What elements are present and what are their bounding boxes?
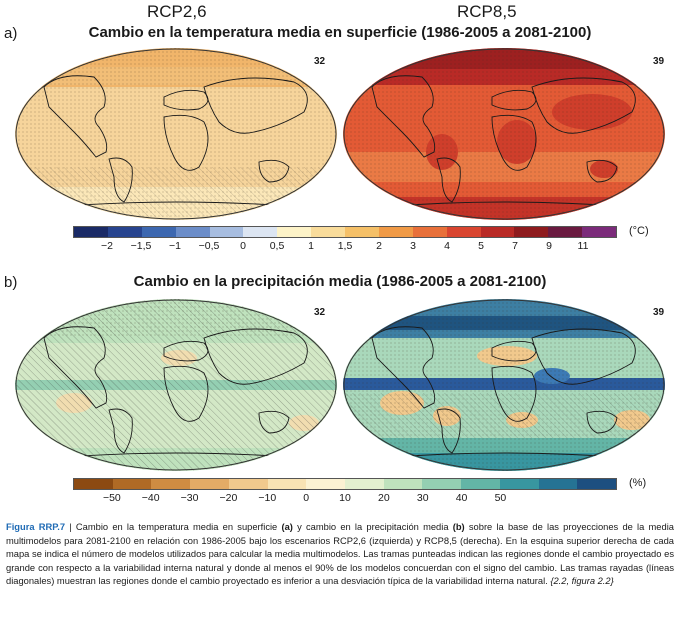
colorbar-tick-label: −10 (258, 492, 277, 504)
caption-text-1: | Cambio en la temperatura media en supe… (65, 522, 282, 532)
colorbar-swatch (577, 479, 617, 489)
model-count-a-left: 32 (314, 56, 326, 67)
colorbar-tick-label: 9 (546, 240, 552, 252)
panel-b-letter: b) (4, 274, 18, 291)
model-count-b-left: 32 (314, 307, 326, 318)
colorbar-tick-label: 0 (303, 492, 310, 504)
colorbar-swatch (412, 227, 447, 237)
panel-a-title: Cambio en la temperatura media en superf… (88, 24, 592, 41)
colorbar-tick-label: 5 (478, 240, 484, 252)
colorbar-tick-label: 11 (577, 240, 589, 252)
colorbar-tick-label: 4 (444, 240, 450, 252)
colorbar-swatch (306, 479, 346, 489)
colorbar-tick-label: −50 (102, 492, 121, 504)
colorbar-tick-label: 40 (455, 492, 468, 504)
colorbar-tick-label: 0 (240, 240, 246, 252)
colorbar-swatch (480, 227, 515, 237)
colorbar-tick-label: 0,5 (269, 240, 285, 252)
colorbar-swatch (141, 227, 176, 237)
precipitation-map-rcp26 (15, 299, 337, 471)
temperature-unit: (°C) (629, 225, 649, 237)
figure-caption: Figura RRP.7 | Cambio en la temperatura … (6, 521, 674, 589)
colorbar-swatch (538, 479, 578, 489)
scenario-label-rcp26: RCP2,6 (147, 2, 207, 21)
colorbar-swatch (74, 479, 113, 489)
colorbar-tick-label: −20 (219, 492, 238, 504)
model-count-a-right: 39 (653, 56, 665, 67)
colorbar-swatch (107, 227, 142, 237)
colorbar-tick-label: −2 (101, 240, 113, 252)
colorbar-tick-label: −40 (141, 492, 160, 504)
colorbar-swatch (383, 479, 423, 489)
colorbar-tick-label: −30 (180, 492, 199, 504)
colorbar-tick-label: 7 (512, 240, 518, 252)
panel-b-title: Cambio en la precipitación media (1986-2… (133, 273, 547, 290)
colorbar-tick-label: 50 (494, 492, 507, 504)
colorbar-swatch (175, 227, 210, 237)
colorbar-tick-label: 1,5 (337, 240, 353, 252)
caption-text-3: sobre la base de las proyecciones de la … (6, 522, 674, 587)
colorbar-swatch (548, 227, 583, 237)
colorbar-tick-label: 20 (378, 492, 390, 504)
colorbar-swatch (74, 227, 108, 237)
colorbar-swatch (311, 227, 345, 237)
colorbar-swatch (243, 227, 278, 237)
colorbar-tick-label: 3 (410, 240, 416, 252)
temperature-map-rcp26 (15, 48, 337, 220)
colorbar-tick-label: 1 (308, 240, 314, 252)
colorbar-swatch (277, 227, 312, 237)
colorbar-swatch (267, 479, 307, 489)
colorbar-swatch (514, 227, 549, 237)
colorbar-swatch (345, 227, 379, 237)
colorbar-swatch (228, 479, 268, 489)
caption-text-2: y cambio en la precipitación media (292, 522, 453, 532)
panel-a-letter: a) (4, 25, 18, 42)
scenario-label-rcp85: RCP8,5 (457, 2, 517, 21)
colorbar-swatch (190, 479, 229, 489)
colorbar-tick-label: −1 (169, 240, 181, 252)
colorbar-swatch (582, 227, 616, 237)
model-count-b-right: 39 (653, 307, 665, 318)
caption-figure-label: Figura RRP.7 (6, 522, 66, 532)
colorbar-swatch (151, 479, 191, 489)
colorbar-swatch (422, 479, 462, 489)
colorbar-tick-label: 30 (416, 492, 429, 504)
colorbar-tick-label: −1,5 (130, 240, 152, 252)
colorbar-swatch (446, 227, 481, 237)
colorbar-swatch (209, 227, 244, 237)
colorbar-tick-label: −0,5 (198, 240, 220, 252)
colorbar-tick-label: 2 (376, 240, 382, 252)
precipitation-colorbar (73, 478, 617, 490)
colorbar-swatch (345, 479, 384, 489)
temperature-colorbar (73, 226, 617, 238)
colorbar-swatch (499, 479, 539, 489)
caption-bold-b: (b) (452, 522, 465, 532)
colorbar-swatch (378, 227, 413, 237)
caption-bold-a: (a) (281, 522, 293, 532)
colorbar-tick-label: 10 (339, 492, 351, 504)
temperature-map-rcp85 (343, 48, 665, 220)
precipitation-map-rcp85 (343, 299, 665, 471)
colorbar-swatch (112, 479, 152, 489)
caption-reference: {2.2, figura 2.2} (550, 576, 614, 587)
colorbar-swatch (461, 479, 500, 489)
precipitation-unit: (%) (629, 477, 647, 489)
